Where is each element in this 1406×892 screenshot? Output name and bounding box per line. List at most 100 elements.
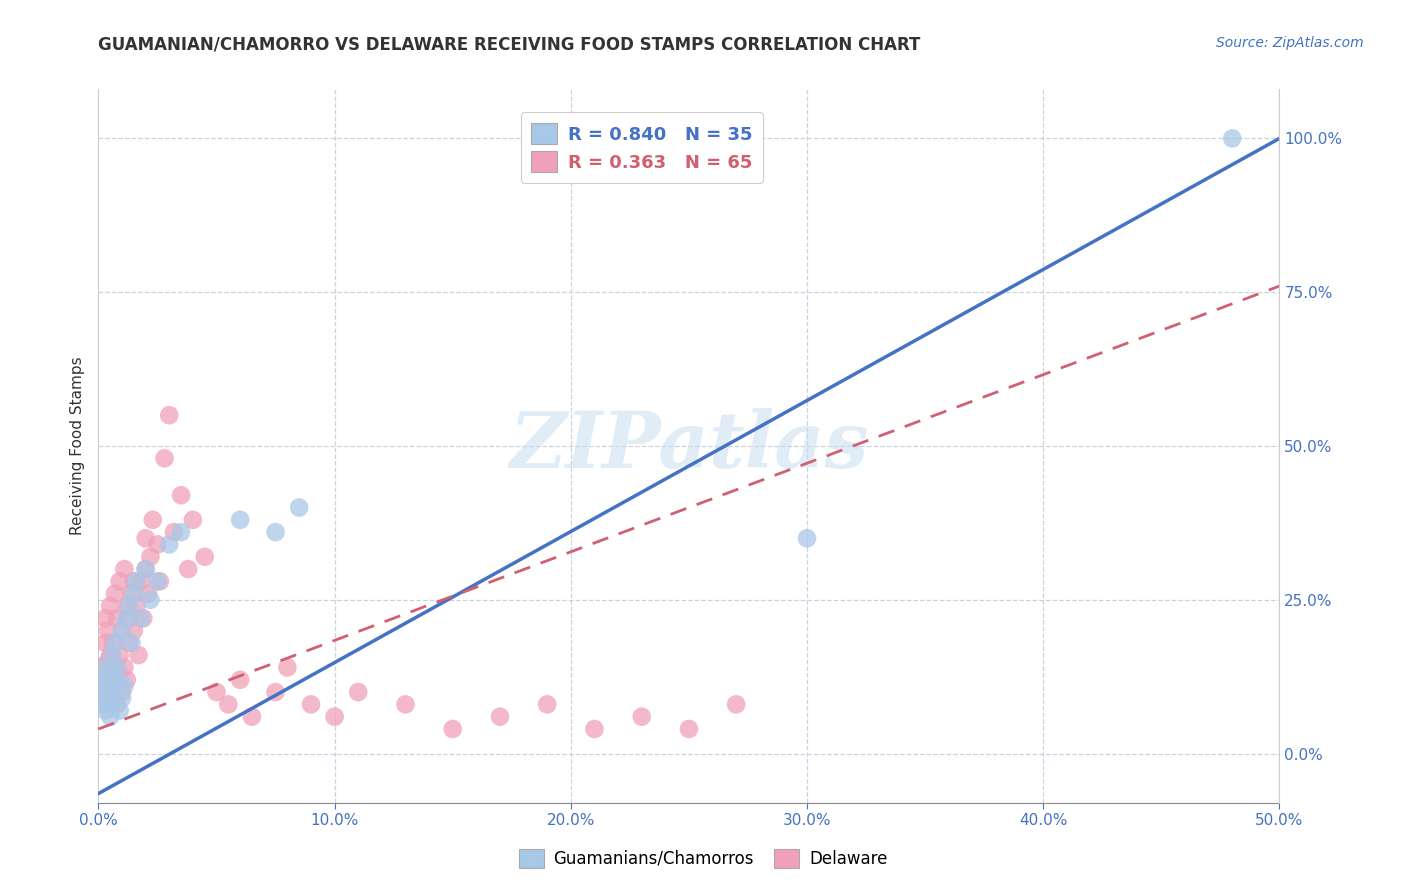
Point [129,611,152,625]
Point [129,574,152,589]
Point [146,537,169,551]
Point [115,599,138,613]
Point [136,587,159,601]
Point [132,611,155,625]
Point [276,660,298,674]
Point [139,549,162,564]
Point [97,654,120,668]
Point [229,673,252,687]
Point [139,592,162,607]
Point [299,698,322,712]
Point [104,685,127,699]
Point [181,513,204,527]
Point [288,500,311,515]
Point [163,525,186,540]
Point [98,666,121,681]
Point [91,673,114,687]
Point [111,691,134,706]
Point [104,636,127,650]
Point [157,409,180,423]
Point [112,679,135,693]
Point [135,562,157,576]
Point [90,685,112,699]
Point [157,537,180,551]
Point [170,488,193,502]
Point [115,673,138,687]
Point [177,562,200,576]
Point [97,691,120,706]
Point [105,673,128,687]
Point [105,611,128,625]
Point [796,531,818,545]
Point [91,673,114,687]
Point [94,704,117,718]
Point [115,611,138,625]
Point [98,648,121,662]
Point [441,722,464,736]
Point [125,574,148,589]
Point [94,636,117,650]
Point [91,698,114,712]
Point [104,660,127,674]
Point [149,574,172,589]
Point [94,611,117,625]
Point [678,722,700,736]
Point [101,698,124,712]
Point [91,685,114,699]
Point [105,660,128,674]
Point [98,709,121,723]
Point [142,513,165,527]
Point [101,648,124,662]
Point [108,574,131,589]
Point [108,648,131,662]
Point [90,698,112,712]
Text: GUAMANIAN/CHAMORRO VS DELAWARE RECEIVING FOOD STAMPS CORRELATION CHART: GUAMANIAN/CHAMORRO VS DELAWARE RECEIVING… [98,36,921,54]
Text: ZIPatlas: ZIPatlas [509,408,869,484]
Point [135,562,157,576]
Point [394,698,416,712]
Point [323,709,346,723]
Point [97,679,120,693]
Point [108,704,131,718]
Point [111,624,134,638]
Point [128,648,150,662]
Point [229,513,252,527]
Point [112,660,135,674]
Point [205,685,228,699]
Point [489,709,512,723]
Point [536,698,558,712]
Point [347,685,370,699]
Point [104,587,127,601]
Point [98,599,121,613]
Point [122,624,145,638]
Point [240,709,263,723]
Point [146,574,169,589]
Point [118,636,141,650]
Point [630,709,652,723]
Point [135,531,157,545]
Legend: R = 0.840   N = 35, R = 0.363   N = 65: R = 0.840 N = 35, R = 0.363 N = 65 [520,112,763,183]
Point [170,525,193,540]
Point [105,698,128,712]
Point [583,722,606,736]
Point [122,574,145,589]
Point [122,587,145,601]
Point [264,525,287,540]
Point [94,660,117,674]
Point [111,624,134,638]
Point [97,624,120,638]
Point [121,636,143,650]
Point [118,599,141,613]
Point [90,660,112,674]
Point [101,636,124,650]
Point [1220,131,1243,145]
Legend: Guamanians/Chamorros, Delaware: Guamanians/Chamorros, Delaware [512,842,894,875]
Point [153,451,176,466]
Point [118,611,141,625]
Point [725,698,748,712]
Point [125,599,148,613]
Point [98,685,121,699]
Y-axis label: Receiving Food Stamps: Receiving Food Stamps [70,357,86,535]
Point [217,698,239,712]
Point [264,685,287,699]
